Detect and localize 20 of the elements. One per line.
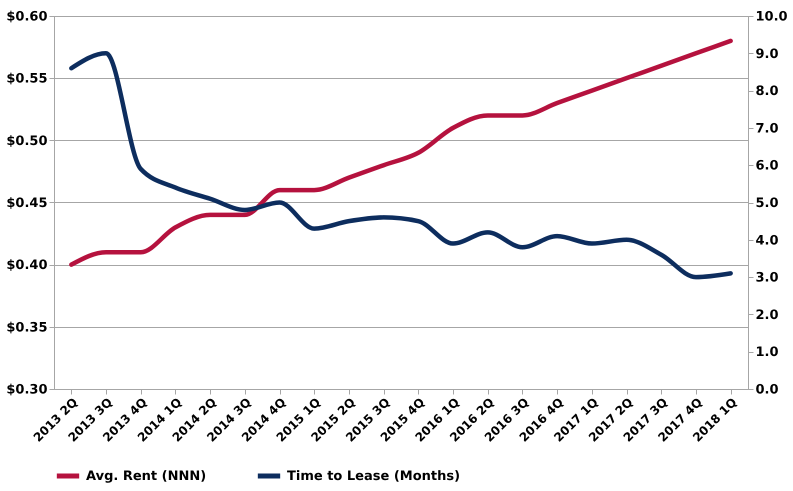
y-tick-label: $0.35 (6, 320, 48, 336)
legend-label: Time to Lease (Months) (287, 469, 460, 484)
y2-tick-label: 10.0 (756, 10, 788, 24)
y-tick-label: $0.45 (6, 196, 48, 211)
y2-tick-label: 7.0 (756, 121, 779, 136)
y-tick-label: $0.30 (6, 382, 48, 398)
y2-tick-label: 3.0 (756, 270, 779, 286)
y2-tick-label: 2.0 (756, 308, 779, 323)
y-tick-label: $0.50 (6, 134, 48, 149)
y2-tick-label: 5.0 (756, 196, 779, 211)
y-tick-label: $0.55 (6, 72, 48, 87)
y-tick-label: $0.40 (6, 258, 48, 274)
y2-tick-label: 1.0 (756, 345, 779, 360)
y2-tick-label: 0.0 (756, 382, 779, 398)
y-tick-label: $0.60 (6, 10, 48, 24)
y2-tick-label: 4.0 (756, 233, 779, 248)
legend-label: Avg. Rent (NNN) (86, 469, 206, 484)
y2-tick-label: 9.0 (756, 46, 779, 62)
y2-tick-label: 6.0 (756, 158, 779, 174)
y2-tick-label: 8.0 (756, 84, 779, 100)
